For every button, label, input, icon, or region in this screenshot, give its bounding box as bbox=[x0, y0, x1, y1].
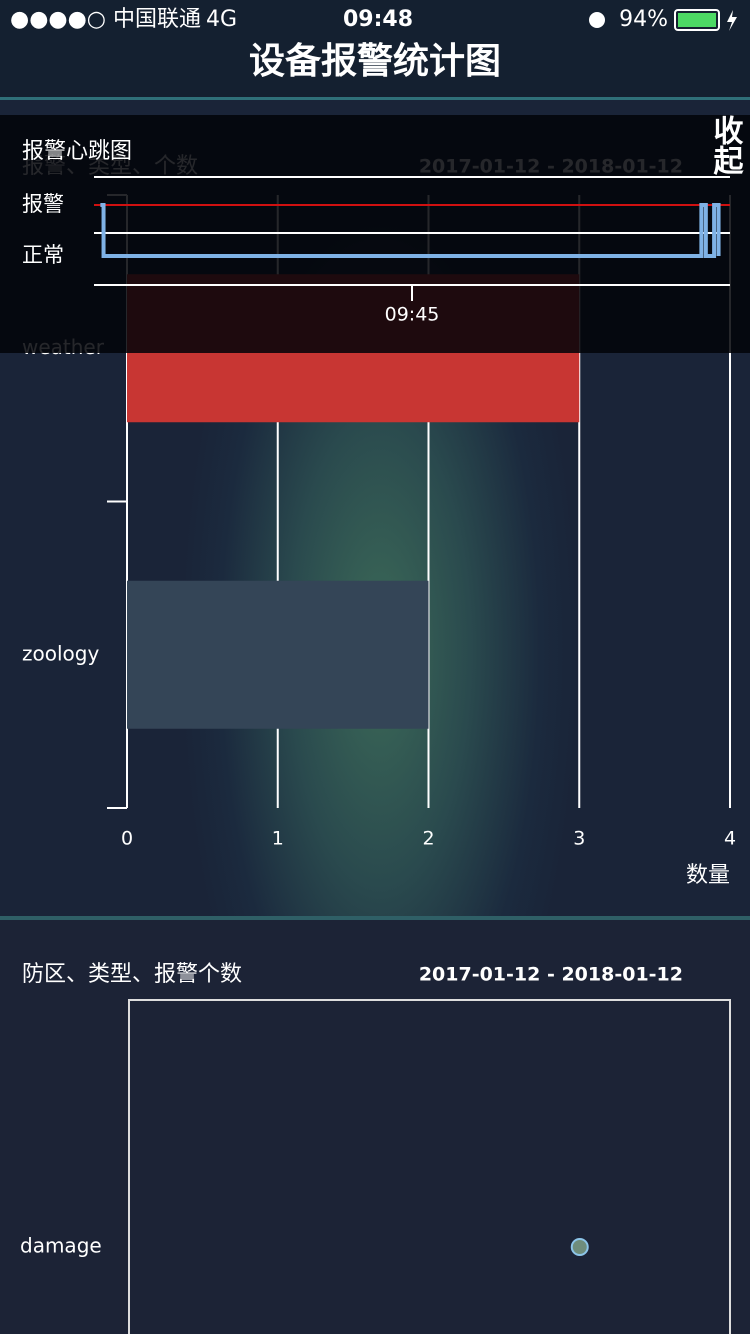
battery-fill bbox=[678, 13, 716, 27]
plot-frame bbox=[128, 999, 731, 1334]
heartbeat-line bbox=[100, 203, 721, 258]
y-tick-label: 报警 bbox=[22, 192, 64, 216]
x-tick-label: 0 bbox=[121, 828, 133, 850]
heartbeat-panel: 报警心跳图 收起 正常 报警 09:45 bbox=[0, 115, 750, 353]
scatter-chart: damage bbox=[20, 999, 731, 1334]
clock: 09:48 bbox=[343, 7, 413, 32]
x-tick-label: 2 bbox=[422, 828, 434, 850]
chart-title: 防区、类型、报警个数 bbox=[22, 962, 242, 987]
battery-level: 94% bbox=[619, 7, 668, 32]
network: 4G bbox=[206, 7, 237, 32]
background bbox=[0, 920, 750, 1334]
bar bbox=[127, 580, 429, 729]
charging-icon bbox=[727, 10, 737, 31]
x-axis-label: 数量 bbox=[686, 863, 730, 888]
top-bar bbox=[0, 0, 750, 98]
y-tick-label: zoology bbox=[22, 641, 99, 665]
x-tick-label: 4 bbox=[724, 828, 736, 850]
y-tick-label: 正常 bbox=[22, 243, 64, 267]
panel-title: 报警心跳图 bbox=[22, 139, 132, 164]
y-tick-label: damage bbox=[20, 1234, 102, 1258]
battery-icon bbox=[674, 9, 720, 31]
page-title: 设备报警统计图 bbox=[249, 41, 501, 82]
date-range: 2017-01-12 - 2018-01-12 bbox=[419, 964, 683, 986]
point bbox=[570, 1238, 589, 1256]
alarm-icon bbox=[589, 12, 605, 28]
x-tick-label: 09:45 bbox=[385, 304, 440, 326]
collapse-button[interactable]: 收起 bbox=[708, 115, 744, 176]
carrier: ●●●●○ 中国联通 bbox=[10, 7, 201, 32]
section-divider bbox=[0, 916, 750, 920]
header-divider bbox=[0, 97, 750, 100]
x-tick-label: 3 bbox=[573, 828, 585, 850]
x-tick-label: 1 bbox=[272, 828, 284, 850]
